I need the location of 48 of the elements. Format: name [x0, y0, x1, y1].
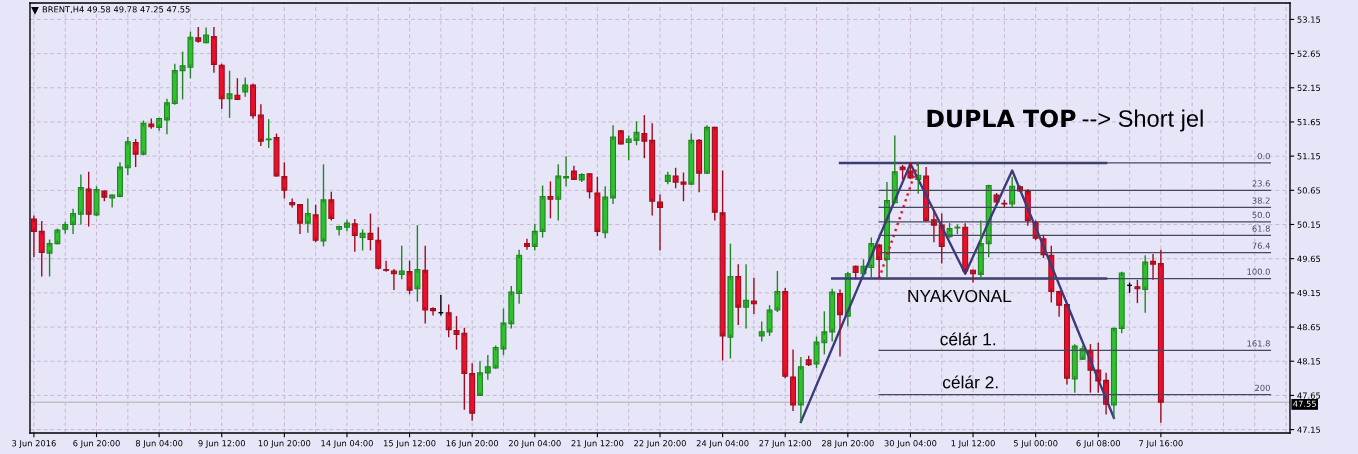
series-label: 100.0 — [1247, 268, 1270, 275]
series-label: 50.0 — [1252, 211, 1270, 219]
x-tick-label: 22 Jun 20:00 — [634, 440, 686, 448]
y-tick-label: 48.65 — [1297, 324, 1321, 331]
x-tick-label: 27 Jun 12:00 — [759, 440, 812, 448]
y-tick-label: 48.15 — [1297, 358, 1321, 365]
annotation: NYAKVONAL — [908, 289, 1012, 303]
series-label: 76.4 — [1252, 242, 1270, 249]
x-tick-label: 16 Jun 20:00 — [446, 440, 499, 448]
annotation: DUPLA TOP — [927, 109, 1076, 128]
y-tick-label: 50.65 — [1297, 187, 1321, 194]
annotation: célár 2. — [942, 375, 998, 389]
x-tick-label: 20 Jun 04:00 — [508, 440, 561, 448]
x-tick-label: 7 Jul 16:00 — [1139, 439, 1183, 448]
y-tick-label: 53.15 — [1297, 16, 1321, 23]
y-tick-label: 47.65 — [1297, 392, 1321, 399]
y-tick-label: 52.15 — [1297, 84, 1321, 92]
series-label: 38.2 — [1252, 197, 1270, 204]
x-tick-label: 1 Jul 12:00 — [951, 439, 995, 448]
series-label: 61.8 — [1252, 225, 1270, 232]
x-tick-label: 24 Jun 04:00 — [696, 440, 749, 448]
annotation: --> Short jel — [1082, 109, 1203, 132]
ref-line-label: 47.55 — [1293, 400, 1316, 407]
y-tick-label: 49.15 — [1297, 289, 1321, 297]
y-tick-label: 52.65 — [1297, 50, 1321, 57]
y-tick-label: 49.65 — [1297, 255, 1321, 262]
x-tick-label: 8 Jun 04:00 — [135, 440, 183, 448]
x-tick-label: 21 Jun 12:00 — [571, 440, 624, 448]
x-tick-label: 10 Jun 20:00 — [258, 440, 311, 448]
x-tick-label: 14 Jun 04:00 — [321, 440, 373, 448]
x-tick-label: 6 Jul 08:00 — [1076, 439, 1121, 448]
x-tick-label: 5 Jul 00:00 — [1013, 439, 1058, 448]
x-tick-label: 28 Jun 20:00 — [821, 440, 874, 448]
series-label: 200 — [1255, 384, 1270, 392]
series-label: 161.8 — [1247, 340, 1270, 347]
x-tick-label: 9 Jun 12:00 — [198, 440, 245, 448]
y-tick-label: 51.65 — [1297, 118, 1321, 126]
series-label: 0.0 — [1257, 152, 1270, 160]
y-tick-label: 51.15 — [1297, 153, 1321, 160]
x-tick-label: 6 Jun 20:00 — [73, 440, 120, 448]
chart-title: BRENT,H4 49.58 49.78 47.25 47.55 — [42, 6, 190, 14]
x-tick-label: 30 Jun 04:00 — [884, 440, 937, 448]
x-tick-label: 15 Jun 12:00 — [384, 440, 436, 448]
y-tick-label: 47.15 — [1297, 426, 1321, 433]
x-tick-label: 3 Jun 2016 — [12, 440, 56, 448]
y-tick-label: 50.15 — [1297, 221, 1321, 228]
annotation: célár 1. — [940, 332, 996, 346]
series-label: 23.6 — [1252, 180, 1270, 187]
